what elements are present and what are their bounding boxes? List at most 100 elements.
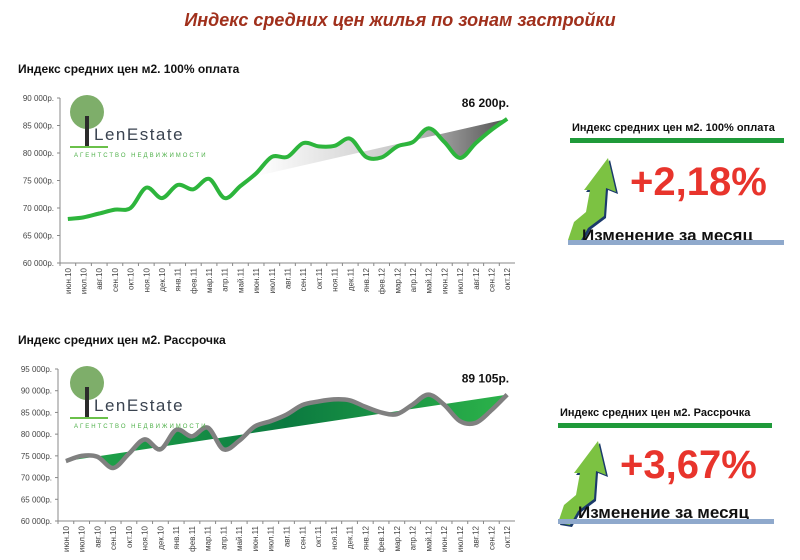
x-tick-label: дек.11 — [346, 525, 355, 549]
x-tick-label: июл.12 — [456, 525, 465, 552]
lenestate-logo: LenEstate АГЕНТСТВО НЕДВИЖИМОСТИ — [70, 95, 208, 159]
x-tick-label: сен.11 — [298, 525, 307, 549]
change-panel-installment: Индекс средних цен м2. Рассрочка +3,67% … — [558, 407, 790, 542]
logo-name: LenEstate — [94, 396, 184, 415]
change-subtitle: Изменение за месяц — [578, 503, 749, 522]
panel-title: Индекс средних цен м2. Рассрочка — [560, 407, 751, 419]
x-tick-label: июн.10 — [64, 267, 73, 294]
x-tick-label: ноя.11 — [330, 525, 339, 549]
x-tick-label: апр.12 — [409, 525, 418, 550]
x-tick-label: мар.11 — [204, 525, 213, 550]
y-tick-label: 70 000р. — [21, 474, 52, 483]
logo-tagline: АГЕНТСТВО НЕДВИЖИМОСТИ — [74, 424, 208, 430]
chart-title-full-payment: Индекс средних цен м2. 100% оплата — [18, 62, 240, 76]
x-tick-label: июн.12 — [440, 267, 449, 294]
x-tick-label: сен.10 — [111, 267, 120, 292]
divider — [558, 423, 772, 428]
x-tick-label: май.11 — [236, 267, 245, 292]
x-tick-label: апр.11 — [221, 267, 230, 291]
x-tick-label: авг.12 — [472, 525, 481, 547]
x-tick-label: авг.10 — [93, 525, 102, 547]
y-tick-label: 90 000р. — [21, 387, 52, 396]
y-tick-label: 75 000р. — [21, 452, 52, 461]
x-tick-label: окт.12 — [503, 267, 512, 289]
up-arrow-icon — [568, 158, 618, 244]
x-tick-label: авг.12 — [472, 267, 481, 289]
x-tick-label: ноя.11 — [331, 267, 340, 291]
x-tick-label: фев.11 — [189, 267, 198, 293]
x-tick-label: авг.10 — [95, 267, 104, 289]
y-tick-label: 75 000р. — [23, 177, 54, 186]
x-tick-label: сен.12 — [487, 267, 496, 292]
x-tick-label: июн.11 — [251, 525, 260, 551]
x-tick-label: дек.11 — [346, 267, 355, 291]
y-tick-label: 90 000р. — [23, 94, 54, 103]
x-tick-label: июн.12 — [440, 525, 449, 552]
x-tick-label: июл.10 — [80, 267, 89, 294]
x-tick-label: фев.12 — [378, 267, 387, 294]
x-tick-label: июл.11 — [268, 267, 277, 293]
x-tick-label: мар.12 — [393, 267, 402, 293]
x-tick-label: фев.11 — [188, 525, 197, 551]
x-tick-label: окт.10 — [125, 525, 134, 547]
x-tick-label: ноя.10 — [142, 267, 151, 292]
tree-icon — [70, 95, 104, 129]
x-tick-label: сен.11 — [299, 267, 308, 291]
divider — [568, 240, 784, 245]
change-panel-full-payment: Индекс средних цен м2. 100% оплата +2,18… — [560, 122, 790, 257]
up-arrow-icon — [558, 441, 608, 527]
y-tick-label: 95 000р. — [21, 365, 52, 374]
logo-tagline: АГЕНТСТВО НЕДВИЖИМОСТИ — [74, 153, 208, 159]
tree-trunk-icon — [85, 387, 89, 417]
x-tick-label: сен.12 — [487, 525, 496, 550]
x-tick-label: мар.11 — [205, 267, 214, 292]
last-value-label: 89 105р. — [462, 372, 509, 386]
change-value: +3,67% — [620, 443, 757, 487]
y-tick-label: 85 000р. — [21, 408, 52, 417]
tree-trunk-icon — [85, 116, 89, 146]
x-tick-label: янв.12 — [361, 525, 370, 550]
x-tick-label: апр.11 — [219, 525, 228, 549]
x-tick-label: июн.11 — [252, 267, 261, 293]
x-tick-label: июл.12 — [456, 267, 465, 294]
chart-title-installment: Индекс средних цен м2. Рассрочка — [18, 333, 226, 347]
x-tick-label: июл.11 — [267, 525, 276, 551]
x-tick-label: янв.11 — [172, 525, 181, 549]
x-tick-label: окт.11 — [315, 267, 324, 289]
x-tick-label: дек.10 — [158, 267, 167, 291]
x-tick-label: май.12 — [425, 267, 434, 293]
y-tick-label: 65 000р. — [23, 232, 54, 241]
divider — [570, 138, 784, 143]
y-tick-label: 80 000р. — [23, 149, 54, 158]
trend-fill-area — [256, 118, 508, 177]
divider — [558, 519, 774, 524]
logo-name: LenEstate — [94, 125, 184, 144]
tree-icon — [70, 366, 104, 400]
chart-full-payment: 60 000р. 65 000р. 70 000р. 75 000р. 80 000р.… — [23, 94, 515, 294]
x-tick-label: окт.12 — [503, 525, 512, 547]
x-tick-label: июл.10 — [78, 525, 87, 552]
main-title: Индекс средних цен жилья по зонам застро… — [184, 10, 616, 30]
x-tick-label: фев.12 — [377, 525, 386, 552]
x-tick-label: июн.10 — [62, 525, 71, 552]
x-tick-label: окт.11 — [314, 525, 323, 547]
x-tick-label: окт.10 — [127, 267, 136, 289]
x-tick-label: сен.10 — [109, 525, 118, 550]
last-value-label: 86 200р. — [462, 96, 509, 110]
x-tick-label: ноя.10 — [141, 525, 150, 550]
y-tick-label: 65 000р. — [21, 495, 52, 504]
lenestate-logo: LenEstate АГЕНТСТВО НЕДВИЖИМОСТИ — [70, 366, 208, 430]
x-tick-label: дек.10 — [156, 525, 165, 549]
y-tick-label: 80 000р. — [21, 430, 52, 439]
x-tick-label: авг.11 — [283, 525, 292, 547]
x-tick-label: май.11 — [235, 525, 244, 550]
y-tick-label: 60 000р. — [23, 259, 54, 268]
panel-title: Индекс средних цен м2. 100% оплата — [572, 122, 775, 134]
x-tick-label: май.12 — [424, 525, 433, 551]
x-tick-label: янв.11 — [174, 267, 183, 291]
x-tick-label: янв.12 — [362, 267, 371, 292]
x-tick-label: авг.11 — [284, 267, 293, 289]
x-tick-label: апр.12 — [409, 267, 418, 292]
y-tick-label: 60 000р. — [21, 517, 52, 526]
